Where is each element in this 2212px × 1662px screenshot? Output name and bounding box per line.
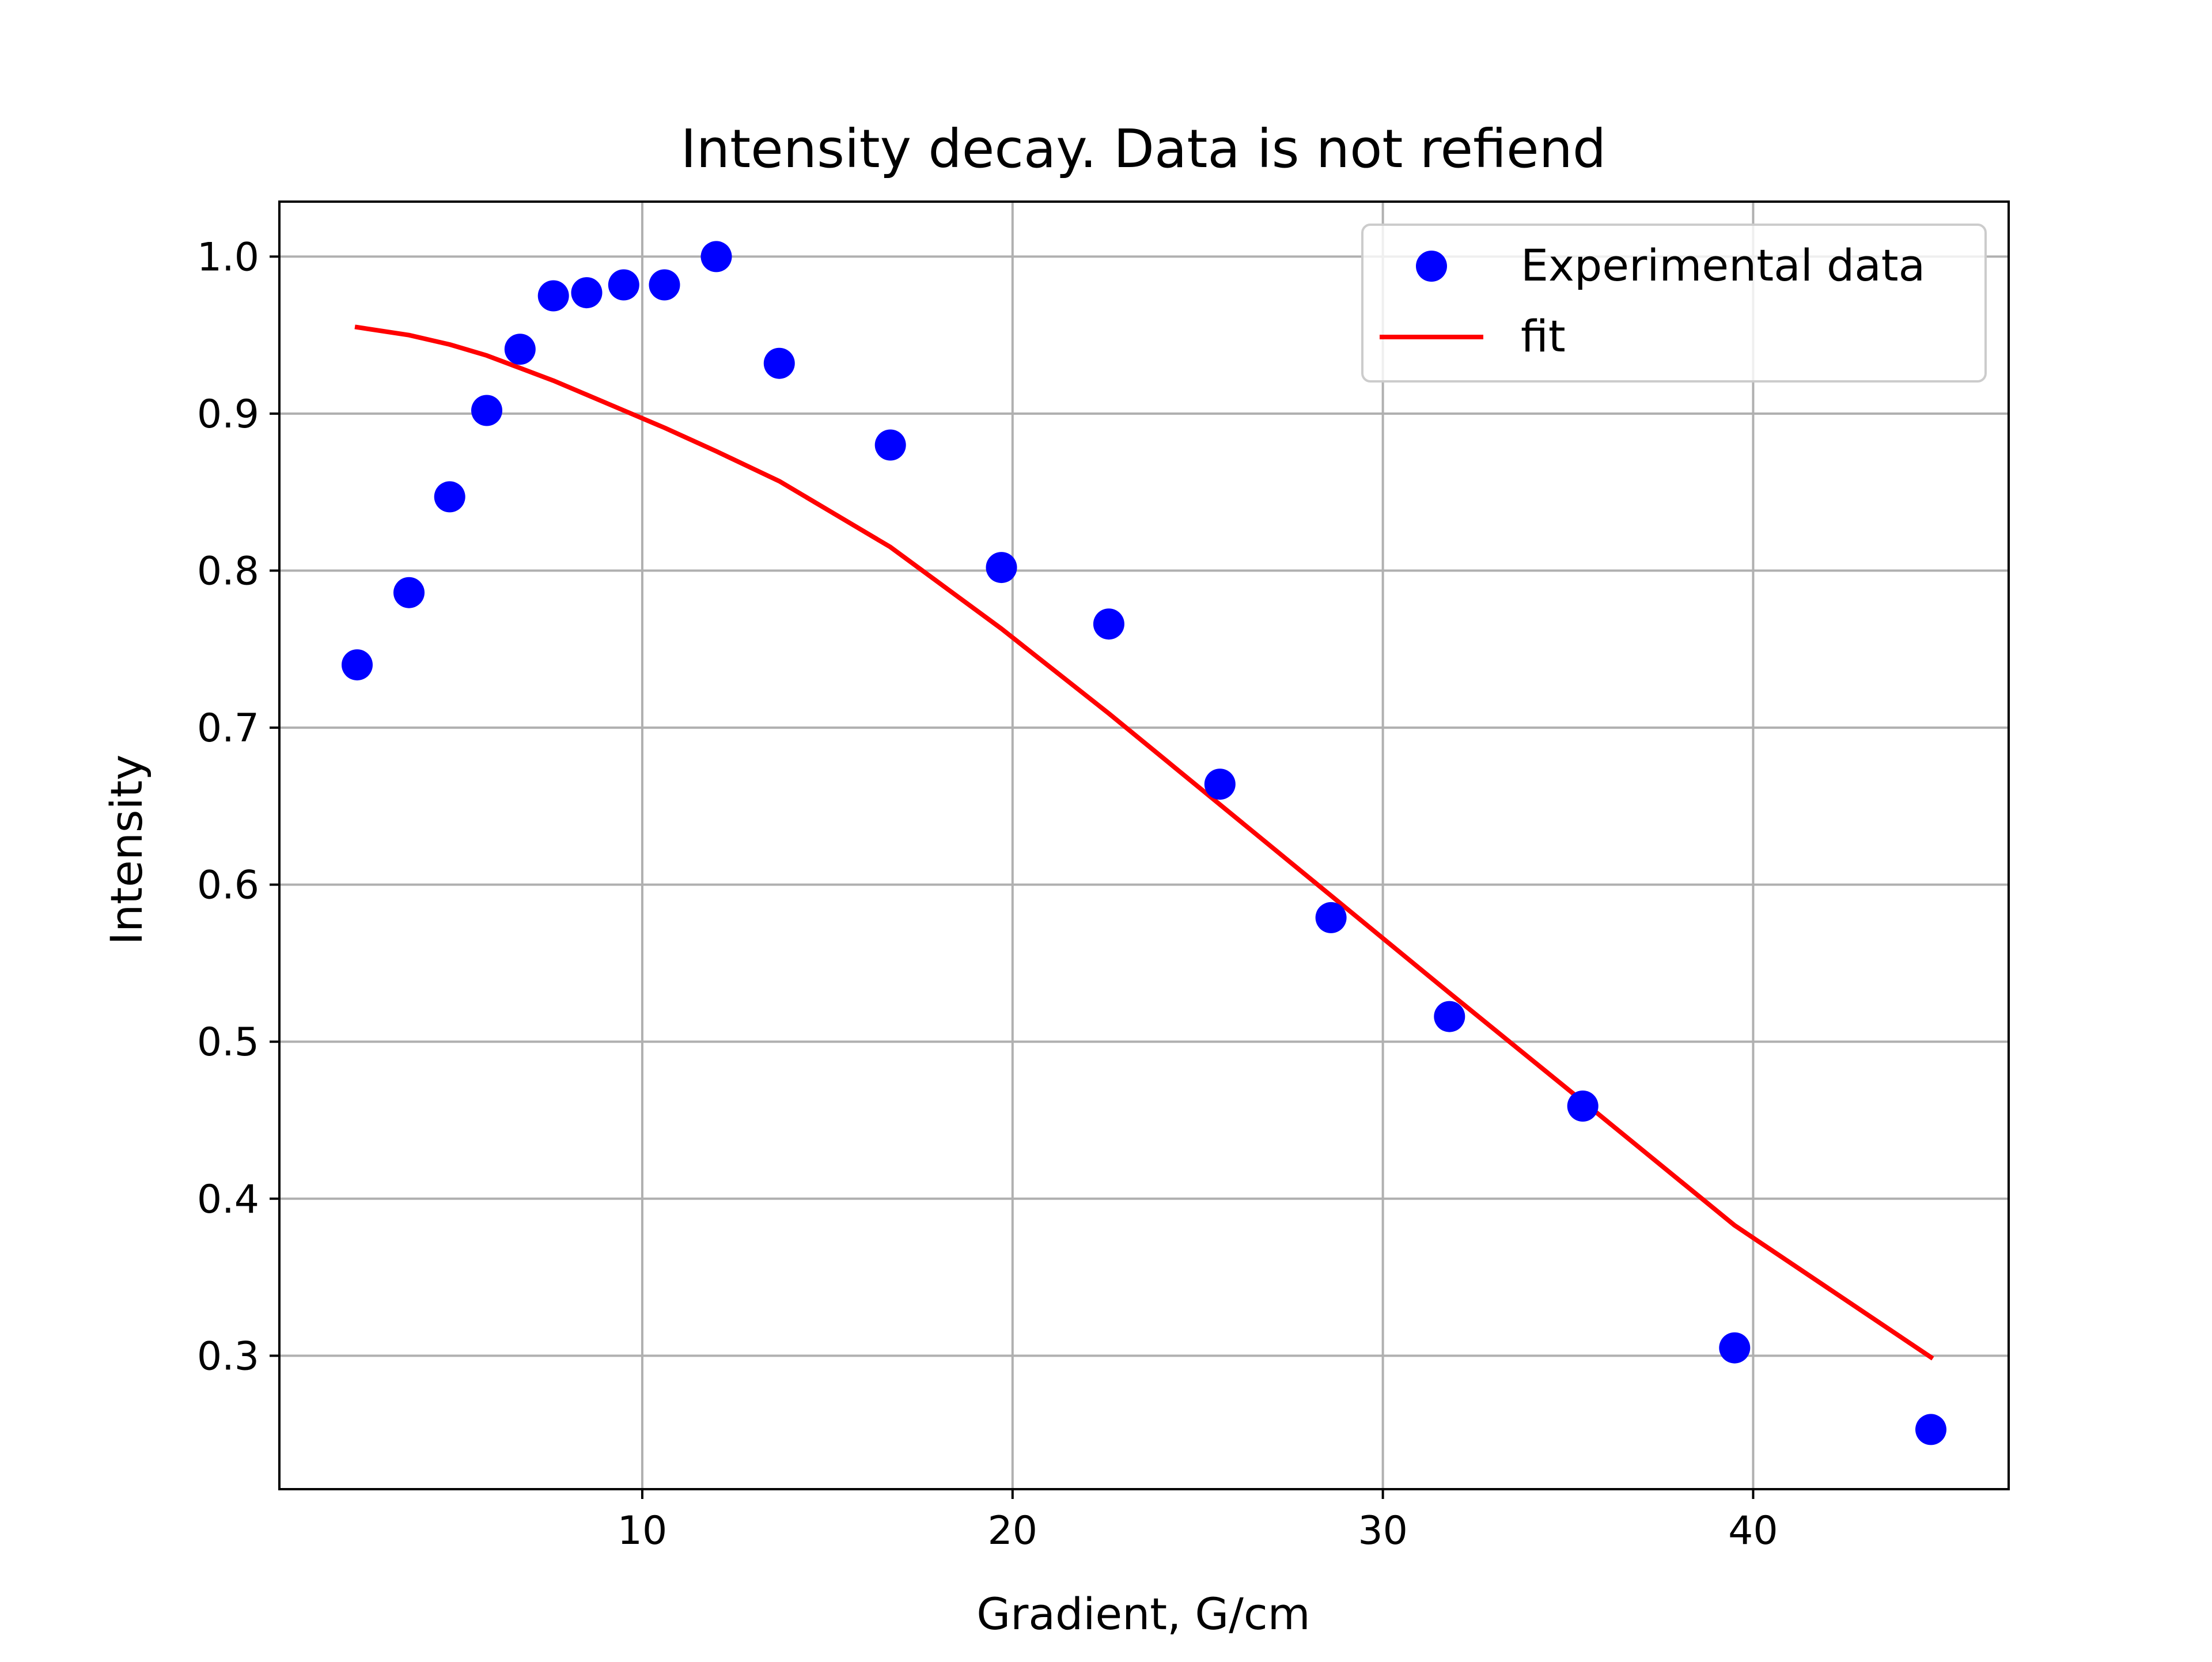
legend-label-experimental-data: Experimental data (1521, 240, 1925, 291)
point-layer (342, 241, 1946, 1445)
y-tick-label: 0.5 (197, 1020, 259, 1065)
data-point (608, 269, 639, 301)
x-tick-label: 20 (988, 1508, 1038, 1554)
data-point (700, 241, 732, 272)
data-point (1567, 1091, 1599, 1122)
legend-box (1361, 224, 1987, 383)
data-point (874, 429, 906, 461)
data-point (571, 277, 603, 309)
data-point (434, 481, 465, 513)
y-tick-label: 0.6 (197, 863, 259, 908)
fit-line (354, 324, 1934, 1361)
legend: Experimental data fit (1361, 224, 1987, 383)
data-point (393, 577, 425, 608)
y-tick-label: 0.9 (197, 392, 259, 437)
data-point (649, 269, 680, 301)
plot-frame (278, 200, 2010, 1490)
y-tick-label: 0.7 (197, 706, 259, 751)
x-tick-label: 40 (1728, 1508, 1778, 1554)
data-point (986, 552, 1017, 584)
x-tick-label: 30 (1358, 1508, 1408, 1554)
x-axis-title: Gradient, G/cm (976, 1588, 1310, 1640)
data-point (342, 649, 373, 681)
legend-label-fit: fit (1521, 311, 1566, 362)
data-point (504, 334, 536, 365)
chart-title: Intensity decay. Data is not refiend (681, 118, 1607, 180)
data-point (1434, 1001, 1465, 1032)
y-tick-label: 0.3 (197, 1334, 259, 1379)
legend-marker-experimental-data (1416, 251, 1447, 282)
data-point (471, 395, 502, 426)
y-tick-label: 0.4 (197, 1177, 259, 1222)
data-point (1093, 608, 1124, 640)
data-point (1915, 1414, 1946, 1445)
y-tick-label: 0.8 (197, 549, 259, 595)
data-point (537, 280, 569, 312)
y-axis-title: Intensity (101, 755, 152, 945)
data-point (1719, 1332, 1751, 1364)
x-tick-label: 10 (618, 1508, 668, 1554)
tick-layer: 10 20 30 40 0.3 0.4 0.5 0.6 0.7 0.8 0.9 1.0 (197, 234, 1778, 1554)
fit-layer (354, 324, 1934, 1361)
data-point (1315, 902, 1347, 933)
data-point (763, 347, 795, 379)
grid-layer (279, 202, 2009, 1489)
y-tick-label: 1.0 (197, 234, 259, 280)
data-point (1204, 768, 1236, 800)
